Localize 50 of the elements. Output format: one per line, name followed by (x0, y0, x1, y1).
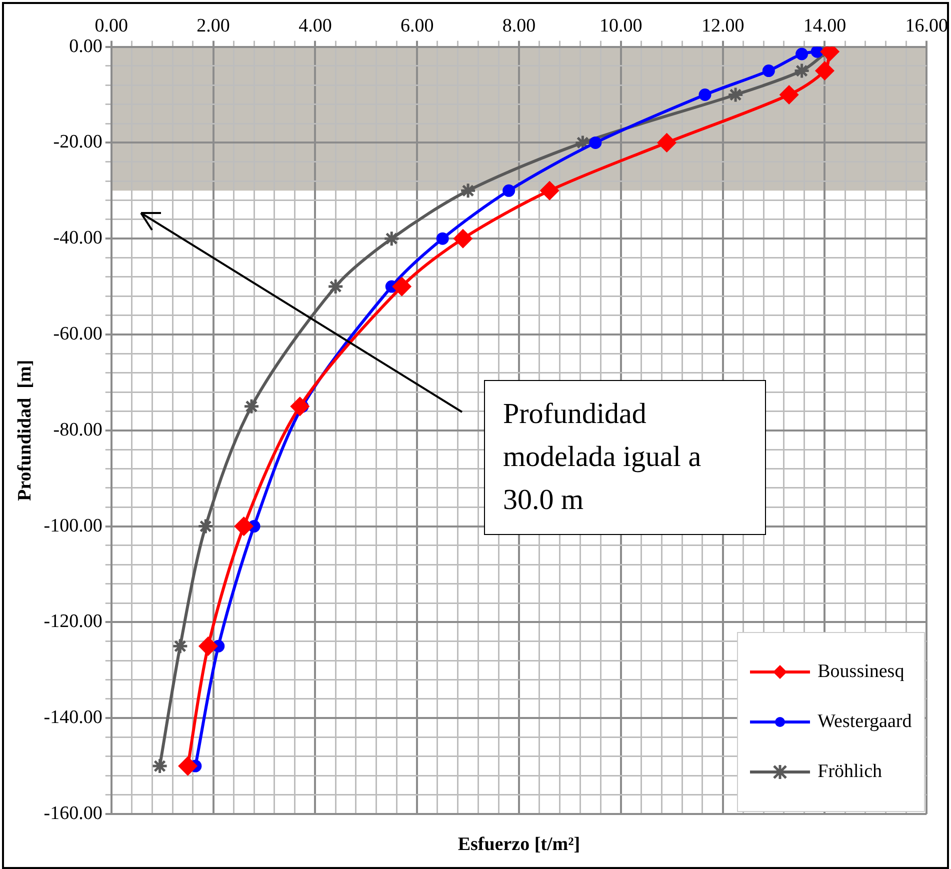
point (815, 62, 834, 80)
point (810, 46, 824, 58)
point (243, 398, 260, 415)
x-tick-label: 0.00 (94, 15, 128, 36)
point (460, 182, 476, 199)
point (327, 278, 344, 295)
point (234, 517, 254, 536)
point (198, 636, 218, 656)
y-axis-title: Profundidad [m] (14, 360, 36, 501)
annotation: Profundidad modelada igual a 30.0 m (484, 380, 766, 535)
point (540, 181, 559, 200)
y-tick-label: -160.00 (44, 802, 102, 824)
point (178, 756, 198, 776)
y-tick-label: -20.00 (53, 132, 102, 153)
point (454, 229, 472, 248)
x-tick-label: 8.00 (502, 15, 536, 36)
y-tick-label: -100.00 (44, 515, 102, 536)
point (197, 518, 214, 535)
x-tick-label: 12.00 (701, 15, 744, 36)
point (796, 48, 808, 60)
legend-label: Boussinesq (818, 661, 904, 683)
y-tick-label: -80.00 (53, 419, 102, 440)
y-tick-label: -40.00 (53, 228, 102, 249)
x-tick-label: 6.00 (400, 15, 434, 36)
point (727, 86, 744, 103)
x-axis-title: Esfuerzo [t/m²] (456, 834, 582, 856)
point (290, 397, 310, 416)
point (152, 758, 168, 774)
point (780, 86, 798, 104)
y-tick-label: -60.00 (53, 323, 102, 344)
y-tick-label: -140.00 (44, 707, 102, 728)
point (658, 133, 676, 152)
legend-label: Fröhlich (818, 761, 882, 783)
point (502, 184, 516, 197)
point (589, 136, 602, 149)
point (383, 230, 400, 247)
point (698, 88, 712, 101)
point (794, 62, 810, 80)
x-tick-label: 4.00 (298, 15, 332, 36)
y-tick-label: 0.00 (69, 36, 102, 57)
x-tick-label: 10.00 (600, 15, 642, 36)
y-tick-label: -120.00 (44, 611, 102, 632)
point (762, 64, 775, 78)
x-tick-label: 14.00 (803, 15, 846, 36)
x-tick-label: 16.00 (905, 15, 948, 36)
point (172, 638, 188, 654)
point (436, 232, 449, 245)
legend-label: Westergaard (818, 711, 912, 733)
point (392, 277, 412, 296)
x-tick-label: 2.00 (196, 15, 230, 36)
